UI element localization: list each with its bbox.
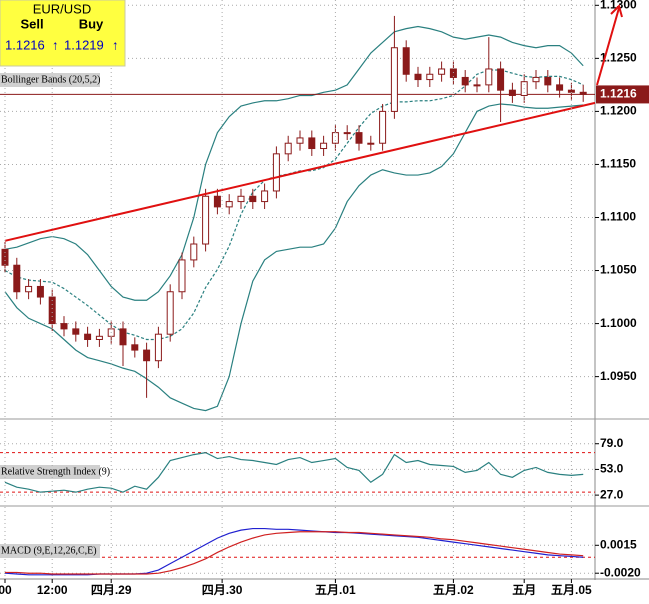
candle-body: [379, 110, 387, 144]
candle-body: [284, 142, 292, 155]
y-tick-label: 1.1000: [600, 316, 637, 330]
candle-body: [225, 201, 233, 208]
last-price-box: [596, 85, 649, 104]
y-tick-label: 1.1100: [600, 210, 636, 224]
candle-body: [426, 73, 434, 81]
candle-body: [84, 333, 92, 340]
candle-body: [473, 84, 481, 87]
candle-body: [36, 285, 44, 298]
sell-price: 1.1216: [5, 37, 45, 52]
candle-body: [355, 132, 363, 144]
candle-body: [485, 68, 493, 86]
y-tick-label: 0.0015: [600, 537, 637, 551]
candle-body: [308, 137, 316, 150]
x-tick-label: 五月.01: [315, 583, 356, 597]
candle-body: [390, 47, 398, 112]
band-upper: [4, 25, 584, 301]
candle-body: [95, 335, 103, 340]
candle-body: [48, 296, 56, 325]
candle-body: [556, 84, 564, 91]
candle-body: [544, 76, 552, 86]
candle-body: [131, 344, 139, 351]
y-tick-label: 1.1050: [600, 263, 637, 277]
series-line: [5, 531, 584, 575]
candle-body: [320, 142, 328, 150]
candle-body: [508, 89, 516, 96]
candle-body: [367, 142, 375, 145]
candle-body: [461, 76, 469, 86]
sell-arrow: ↑: [52, 37, 59, 52]
candle-body: [272, 153, 280, 192]
x-tick-label: 四月.30: [202, 583, 243, 597]
y-tick-label: 53.0: [600, 462, 624, 476]
candle-body: [402, 47, 410, 75]
y-tick-label: 1.1150: [600, 157, 636, 171]
candle-body: [178, 259, 186, 293]
quote-background: [0, 0, 126, 67]
candle-body: [202, 195, 210, 245]
candle-body: [25, 285, 33, 293]
y-tick-label: 27.0: [600, 487, 624, 501]
candle-body: [213, 195, 221, 208]
candle-body: [154, 333, 162, 362]
candle-body: [579, 91, 587, 95]
candle-body: [438, 68, 446, 75]
candle-body: [261, 190, 269, 203]
candle-body: [532, 76, 540, 83]
x-tick-label: 五月.05: [551, 583, 592, 597]
quote-box: EUR/USD Sell Buy 1.1216 ↑ 1.1219 ↑: [0, 0, 126, 67]
candle-body: [343, 132, 351, 135]
x-tick-label: 五月.02: [433, 583, 474, 597]
y-tick-label: -0.0020: [600, 565, 641, 579]
annotation-arrowhead: [610, 4, 623, 18]
candle-body: [497, 68, 505, 91]
candle-body: [72, 328, 80, 335]
candle-body: [296, 137, 304, 144]
symbol: EUR/USD: [33, 1, 92, 16]
x-tick-label: 00: [0, 583, 12, 597]
x-tick-label: 12:00: [37, 583, 68, 597]
trendline: [4, 101, 596, 242]
y-tick-label: 1.1200: [600, 104, 637, 118]
y-tick-label: 1.1250: [600, 51, 637, 65]
candle-body: [119, 328, 127, 346]
buy-label: Buy: [79, 16, 104, 31]
candle-body: [414, 73, 422, 81]
series-line: [4, 451, 584, 493]
indicator-label: Relative Strength Index (9): [1, 466, 110, 477]
band-lower: [4, 103, 584, 412]
candle-body: [567, 89, 575, 93]
candle-body: [60, 323, 68, 330]
y-tick-label: 1.0950: [600, 369, 637, 383]
last-price-label: 1.1216: [600, 87, 637, 101]
candle-body: [166, 291, 174, 335]
candle-body: [249, 195, 257, 203]
annotation-arrow: [596, 7, 620, 86]
candle-body: [190, 243, 198, 261]
candle-body: [331, 132, 339, 144]
sell-label: Sell: [20, 16, 43, 31]
candle-body: [13, 264, 21, 293]
candle-body: [143, 349, 151, 362]
candle-body: [1, 248, 9, 266]
indicator-tab: [0, 73, 100, 87]
indicator-tab: [0, 544, 100, 558]
buy-arrow: ↑: [112, 37, 119, 52]
y-tick-label: 79.0: [600, 436, 624, 450]
indicator-label: MACD (9,E,12,26,C,E): [1, 545, 97, 556]
candle-body: [237, 195, 245, 203]
indicator-tab: [0, 465, 100, 479]
indicator-label: Bollinger Bands (20,5,2): [1, 74, 100, 85]
x-tick-label: 四月.29: [91, 583, 132, 597]
x-tick-label: 五月: [512, 583, 536, 597]
buy-price: 1.1219: [64, 37, 104, 52]
